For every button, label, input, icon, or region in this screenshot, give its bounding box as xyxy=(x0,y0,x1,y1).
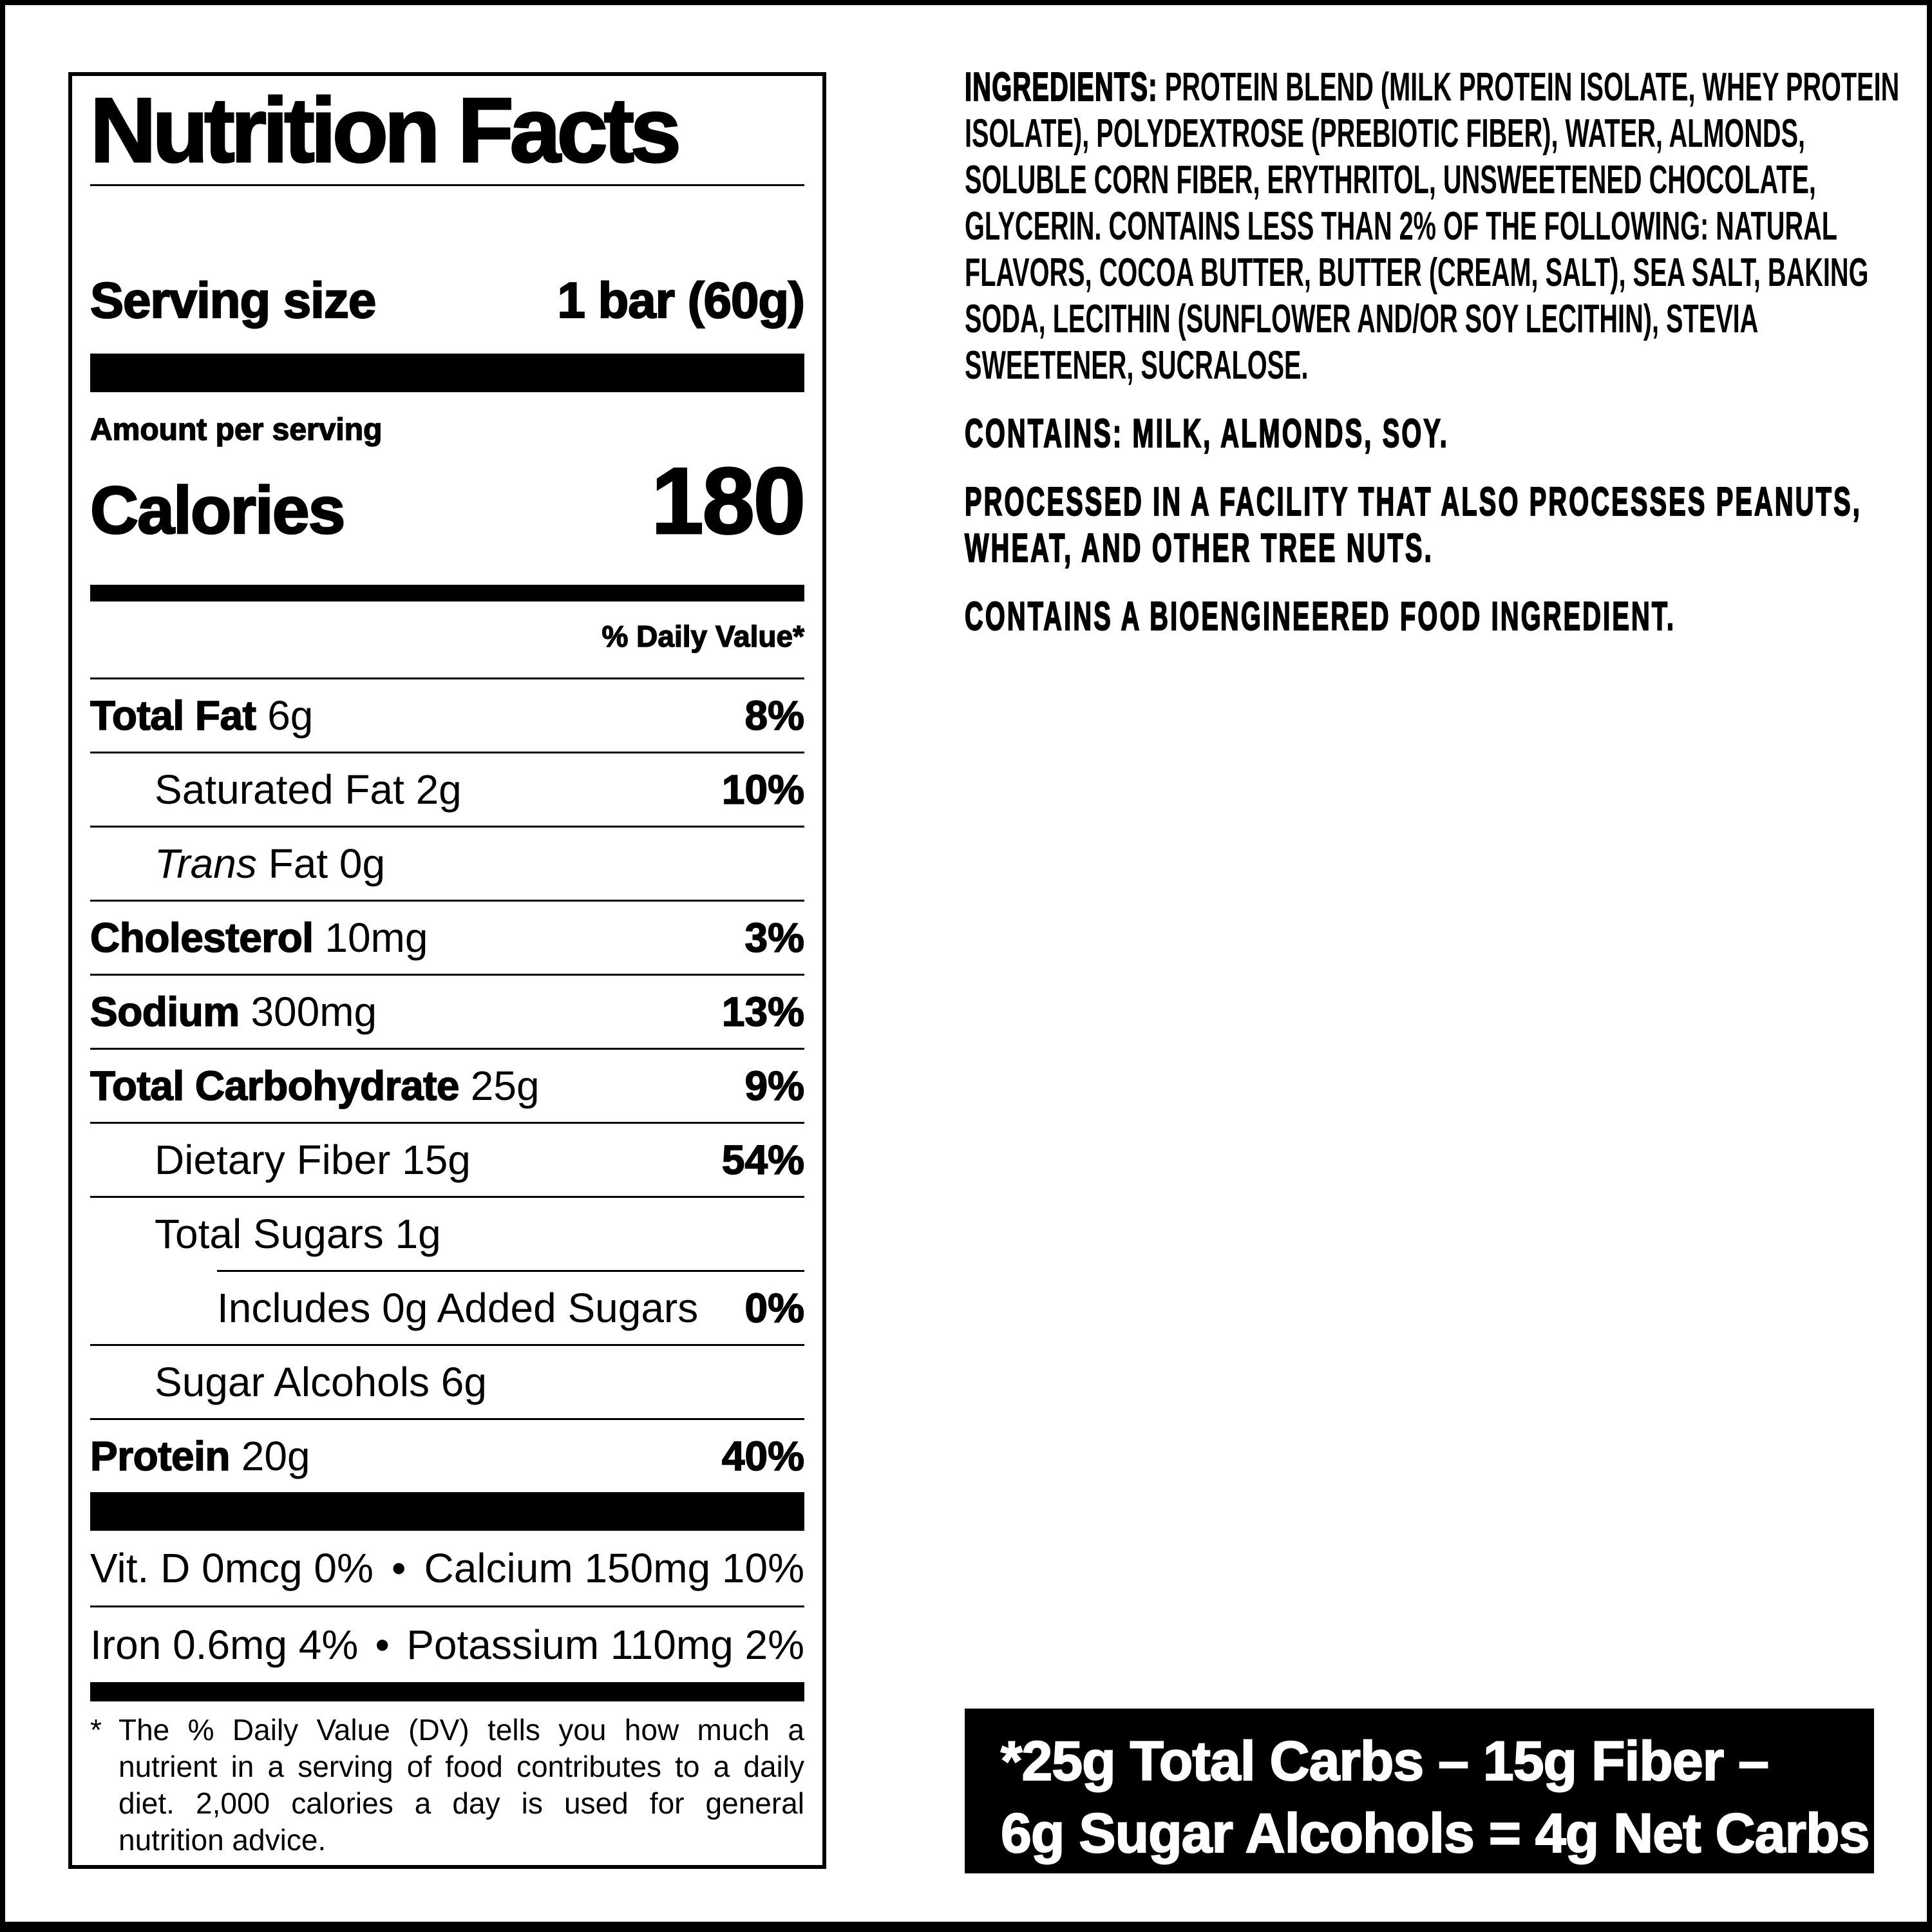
ingredients-heading: INGREDIENTS: xyxy=(964,64,1158,110)
nutrient-name: Sugar Alcohols 6g xyxy=(155,1359,487,1405)
bioengineered-statement: CONTAINS A BIOENGINEERED FOOD INGREDIENT… xyxy=(964,594,1676,639)
nutrient-dv: 0% xyxy=(744,1285,805,1331)
micronutrient-right: Potassium 110mg 2% xyxy=(406,1622,804,1668)
micronutrient-row-2: Iron 0.6mg 4% • Potassium 110mg 2% xyxy=(90,1607,804,1682)
net-carbs-line-2: 6g Sugar Alcohols = 4g Net Carbs xyxy=(1000,1802,1870,1865)
nutrient-dv: 40% xyxy=(721,1433,805,1479)
nutrient-name: Includes 0g Added Sugars xyxy=(217,1285,699,1331)
nutrient-row-total-fat: Total Fat 6g 8% xyxy=(90,679,805,753)
nutrient-row-total-sugars: Total Sugars 1g xyxy=(90,1198,804,1270)
nutrient-dv: 10% xyxy=(721,766,805,813)
nutrient-row-total-carbohydrate: Total Carbohydrate 25g 9% xyxy=(90,1050,805,1124)
serving-size-label: Serving size xyxy=(90,272,377,328)
nutrient-dv: 8% xyxy=(744,692,805,739)
calories-row: Calories 180 xyxy=(90,448,807,559)
thick-divider-bar xyxy=(90,585,804,601)
ingredients-text-block: INGREDIENTS: PROTEIN BLEND (MILK PROTEIN… xyxy=(964,64,1909,640)
nutrient-row-dietary-fiber: Dietary Fiber 15g 54% xyxy=(90,1124,805,1198)
nutrition-facts-box: Nutrition Facts Serving size 1 bar (60g)… xyxy=(68,72,826,1869)
footnote-asterisk: * xyxy=(90,1713,102,1747)
nutrient-name: Saturated Fat 2g xyxy=(155,766,462,813)
thick-divider-bar xyxy=(90,1492,804,1531)
micronutrient-right: Calcium 150mg 10% xyxy=(424,1545,805,1591)
calories-value: 180 xyxy=(650,448,807,553)
calories-label: Calories xyxy=(90,473,346,549)
ingredients-panel: INGREDIENTS: PROTEIN BLEND (MILK PROTEIN… xyxy=(964,64,1911,640)
nutrient-row-sodium: Sodium 300mg 13% xyxy=(90,976,805,1050)
net-carbs-callout: *25g Total Carbs – 15g Fiber – 6g Sugar … xyxy=(965,1709,1874,1873)
thick-divider-bar xyxy=(90,354,804,392)
nutrient-name: Total Carbohydrate 25g xyxy=(90,1063,540,1109)
micronutrient-left: Vit. D 0mcg 0% xyxy=(90,1545,374,1591)
nutrient-name: Total Sugars 1g xyxy=(155,1211,441,1257)
nutrient-row-trans-fat: Trans Fat 0g xyxy=(90,828,804,902)
micronutrient-left: Iron 0.6mg 4% xyxy=(90,1622,359,1668)
daily-value-footnote: * The % Daily Value (DV) tells you how m… xyxy=(90,1712,804,1859)
daily-value-header: % Daily Value* xyxy=(601,619,805,653)
nutrient-row-saturated-fat: Saturated Fat 2g 10% xyxy=(90,753,805,828)
nutrient-name: Sodium 300mg xyxy=(90,989,377,1035)
net-carbs-line-1: *25g Total Carbs – 15g Fiber – xyxy=(1000,1730,1770,1793)
indented-divider xyxy=(217,1270,804,1272)
nutrient-dv: 13% xyxy=(721,989,805,1035)
nutrient-row-sugar-alcohols: Sugar Alcohols 6g xyxy=(90,1346,804,1420)
nutrient-dv: 3% xyxy=(744,914,805,961)
nutrient-row-protein: Protein 20g 40% xyxy=(90,1420,805,1492)
divider xyxy=(90,677,804,679)
serving-size-row: Serving size 1 bar (60g) xyxy=(90,272,806,328)
facility-statement: PROCESSED IN A FACILITY THAT ALSO PROCES… xyxy=(964,479,1862,571)
nutrient-name: Cholesterol 10mg xyxy=(90,914,428,961)
footnote-text: The % Daily Value (DV) tells you how muc… xyxy=(118,1713,804,1857)
micronutrient-row-1: Vit. D 0mcg 0% • Calcium 150mg 10% xyxy=(90,1531,804,1607)
contains-statement: CONTAINS: MILK, ALMONDS, SOY. xyxy=(964,411,1449,457)
nutrient-row-cholesterol: Cholesterol 10mg 3% xyxy=(90,902,805,976)
thick-divider-bar xyxy=(90,1682,804,1701)
nutrient-name: Trans Fat 0g xyxy=(155,840,386,887)
amount-per-serving-label: Amount per serving xyxy=(90,412,383,448)
bullet-separator: • xyxy=(375,1622,390,1668)
ingredients-body: PROTEIN BLEND (MILK PROTEIN ISOLATE, WHE… xyxy=(965,65,1900,388)
nutrient-name: Total Fat 6g xyxy=(90,692,314,739)
bullet-separator: • xyxy=(391,1545,406,1591)
ingredients-paragraph: INGREDIENTS: PROTEIN BLEND (MILK PROTEIN… xyxy=(964,64,1909,389)
serving-size-value: 1 bar (60g) xyxy=(556,272,806,328)
nutrient-dv: 54% xyxy=(721,1137,805,1183)
divider xyxy=(90,184,804,186)
nutrient-name: Protein 20g xyxy=(90,1433,310,1479)
nutrient-name: Dietary Fiber 15g xyxy=(155,1137,471,1183)
nutrient-row-added-sugars: Includes 0g Added Sugars 0% xyxy=(90,1272,805,1346)
nutrition-facts-title: Nutrition Facts xyxy=(90,79,683,182)
nutrient-dv: 9% xyxy=(744,1063,805,1109)
